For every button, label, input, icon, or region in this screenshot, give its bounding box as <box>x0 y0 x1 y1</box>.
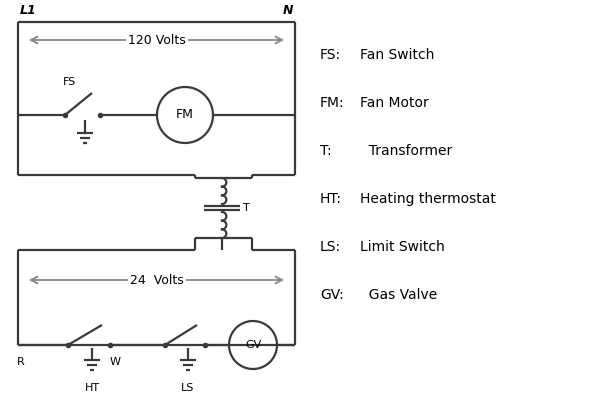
Text: 120 Volts: 120 Volts <box>127 34 185 48</box>
Text: FM: FM <box>176 108 194 122</box>
Text: HT:: HT: <box>320 192 342 206</box>
Text: FS: FS <box>63 77 77 87</box>
Text: FS:: FS: <box>320 48 341 62</box>
Text: HT: HT <box>84 383 100 393</box>
Text: W: W <box>110 357 120 367</box>
Text: Fan Motor: Fan Motor <box>360 96 429 110</box>
Text: GV: GV <box>245 340 261 350</box>
Text: Transformer: Transformer <box>360 144 453 158</box>
Text: Limit Switch: Limit Switch <box>360 240 445 254</box>
Text: Gas Valve: Gas Valve <box>360 288 437 302</box>
Text: LS: LS <box>181 383 195 393</box>
Text: N: N <box>283 4 293 17</box>
Text: T:: T: <box>320 144 332 158</box>
Text: T: T <box>243 203 250 213</box>
Text: LS:: LS: <box>320 240 341 254</box>
Text: L1: L1 <box>20 4 37 17</box>
Text: 24  Volts: 24 Volts <box>130 274 183 288</box>
Text: GV:: GV: <box>320 288 344 302</box>
Text: Heating thermostat: Heating thermostat <box>360 192 496 206</box>
Text: R: R <box>17 357 25 367</box>
Text: FM:: FM: <box>320 96 345 110</box>
Text: Fan Switch: Fan Switch <box>360 48 434 62</box>
